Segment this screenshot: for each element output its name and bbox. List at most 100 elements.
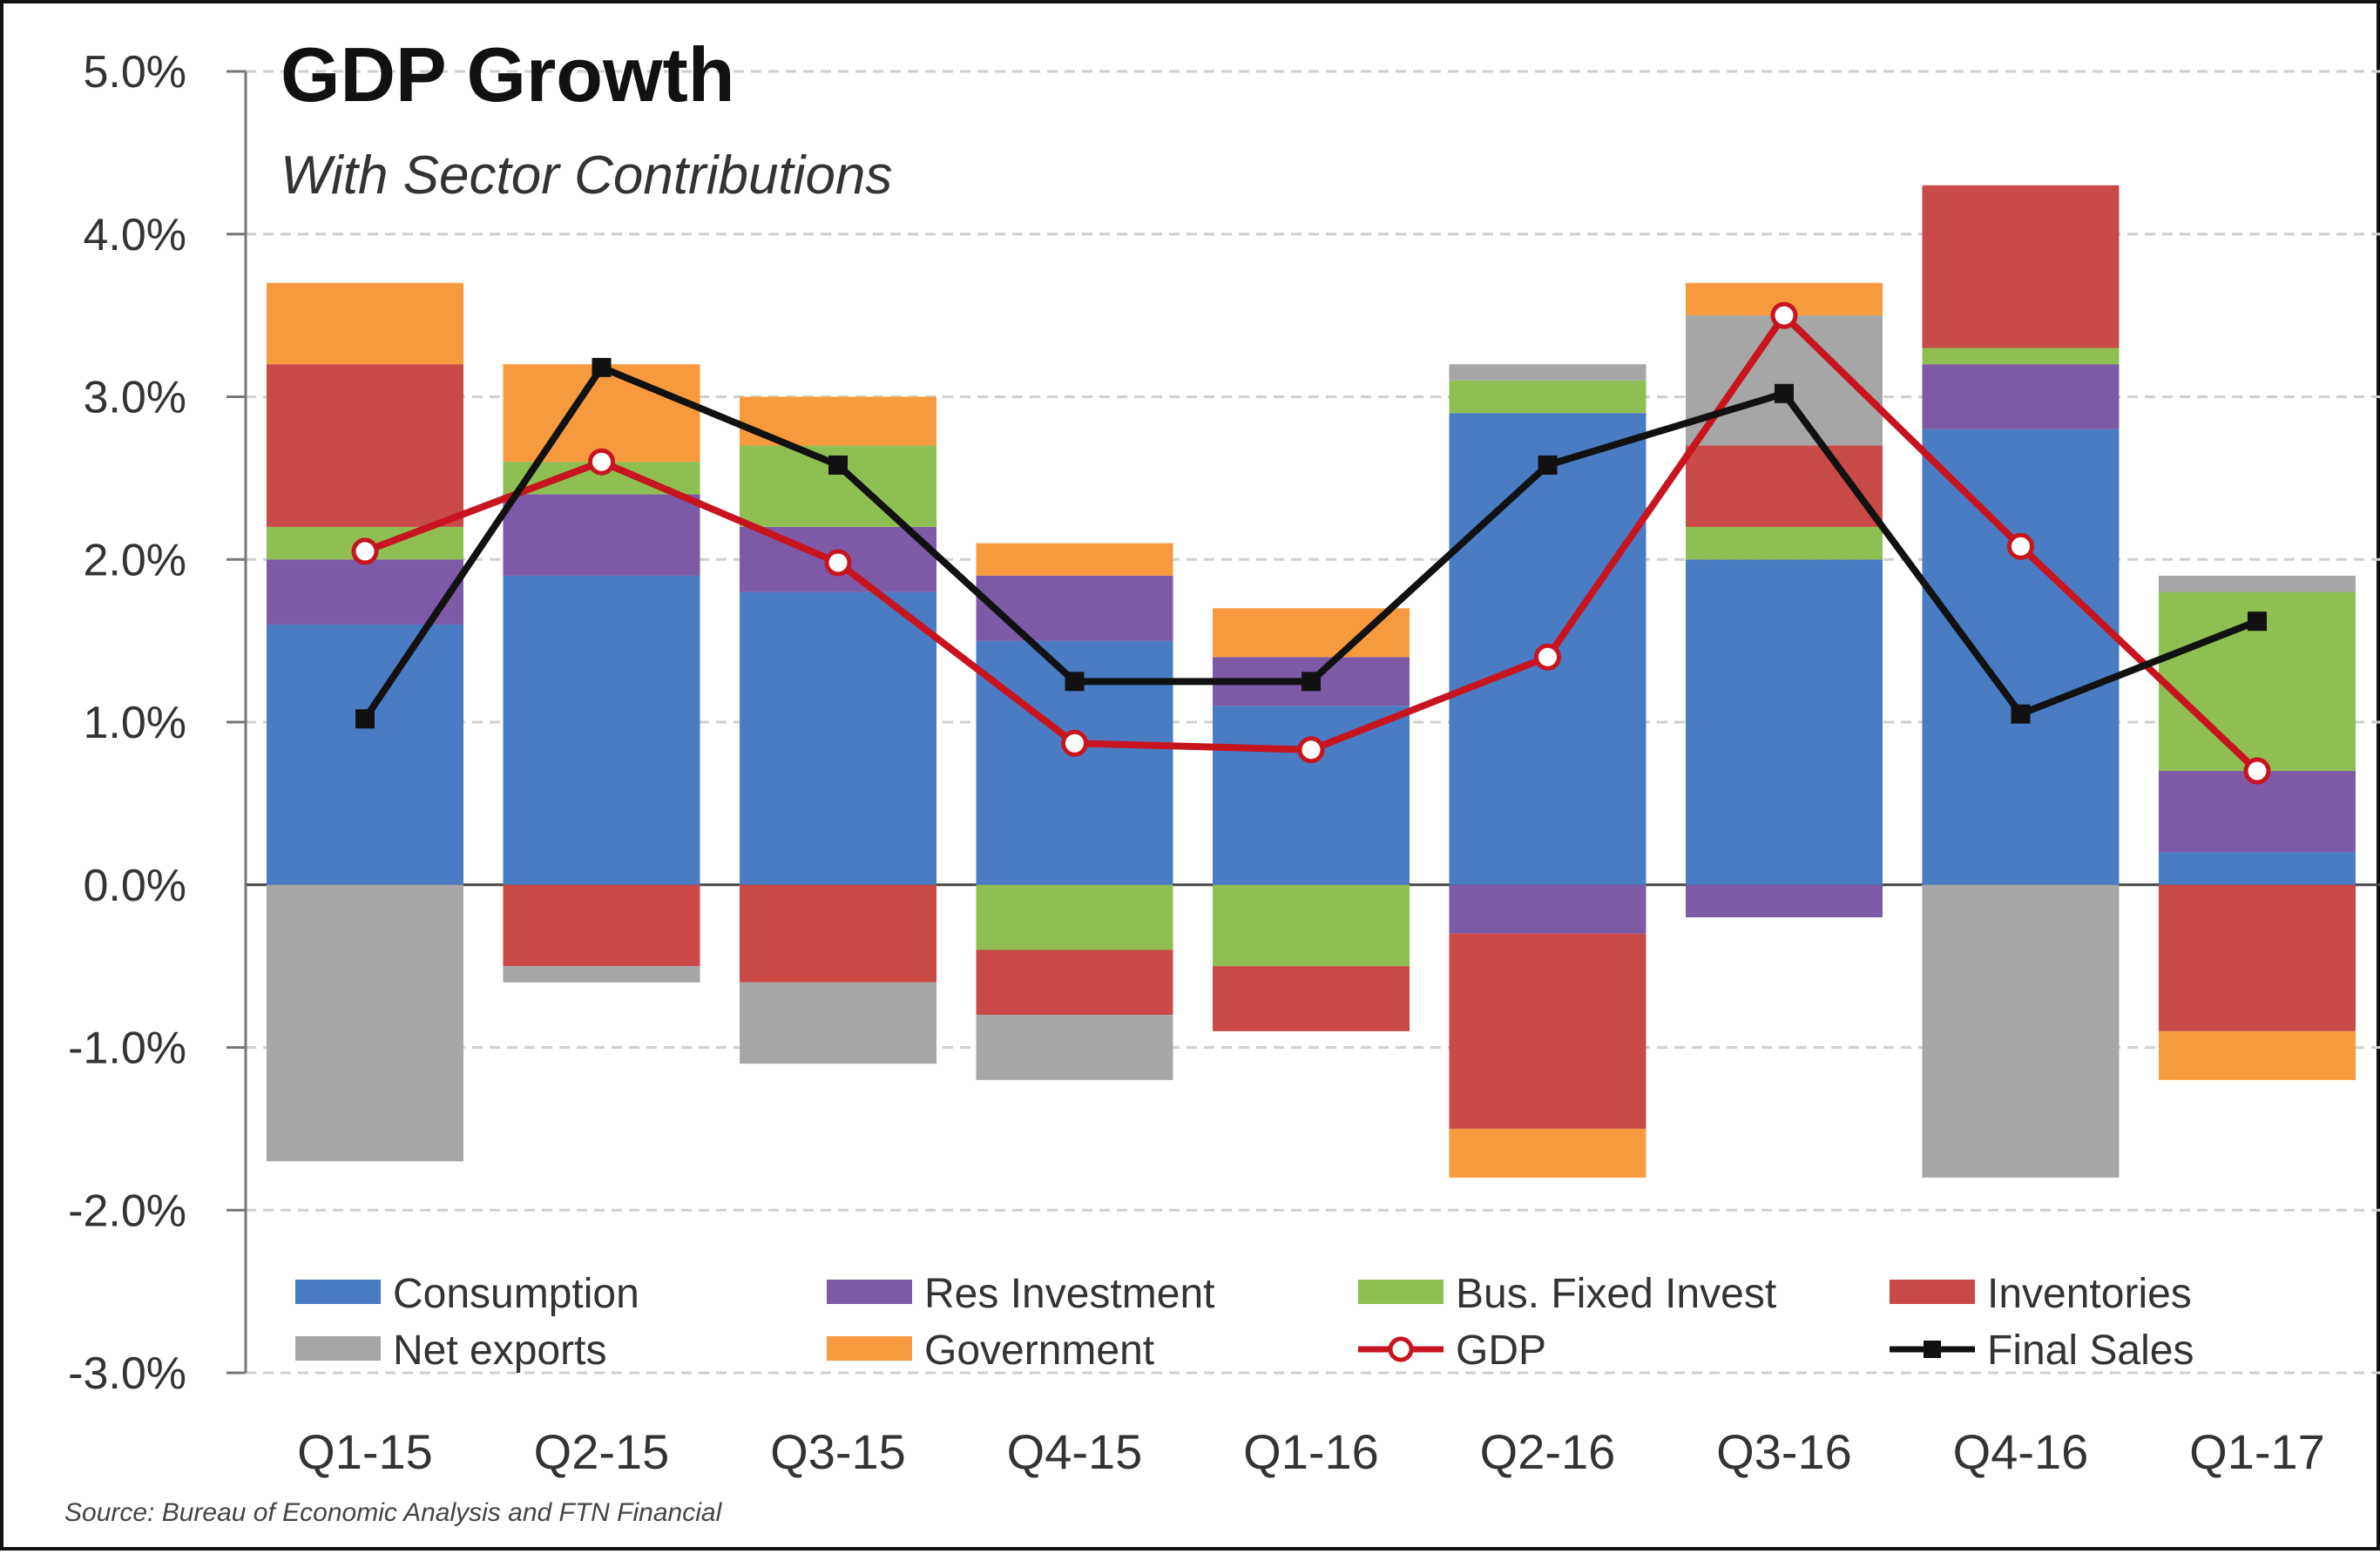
gdp-point <box>1061 729 1088 757</box>
gdp-growth-chart: 5.0%4.0%3.0%2.0%1.0%0.0%-1.0%-2.0%-3.0% … <box>64 31 2380 1527</box>
y-tick-label: -1.0% <box>68 1024 186 1074</box>
bar-segment <box>1449 884 1646 934</box>
bar-segment <box>503 575 700 885</box>
legend-swatch-res-investment <box>827 1280 912 1304</box>
y-tick-label: 1.0% <box>83 698 186 748</box>
x-tick-label: Q3-16 <box>1716 1424 1852 1479</box>
bar-segment <box>267 559 463 625</box>
bar-segment <box>976 884 1173 950</box>
bar-segment <box>1213 608 1410 658</box>
bar-segment <box>740 982 936 1064</box>
y-tick-labels: 5.0% 4.0% 3.0% 2.0% 1.0% 0.0% -1.0% -2.0% -3.0% <box>68 47 186 1399</box>
x-tick-label: Q3-15 <box>770 1424 906 1479</box>
bar-segment <box>1922 348 2120 365</box>
gdp-point <box>588 448 615 476</box>
bar-segment <box>1922 429 2120 885</box>
bar-segment <box>2159 771 2356 853</box>
bar-segment <box>267 364 463 527</box>
legend-label-final-sales: Final Sales <box>1987 1328 2194 1374</box>
final-sales-point <box>2248 611 2267 632</box>
y-tick-label: -3.0% <box>68 1348 186 1399</box>
gdp-point <box>1297 736 1325 764</box>
bar-segment <box>1449 380 1646 414</box>
legend-swatch-government <box>827 1336 912 1361</box>
x-tick-label: Q4-15 <box>1007 1424 1143 1479</box>
final-sales-point <box>1538 455 1558 475</box>
bar-segment <box>1449 1128 1646 1178</box>
x-tick-label: Q1-15 <box>297 1424 433 1479</box>
bar-segment <box>976 575 1173 641</box>
legend-swatch-inventories <box>1890 1280 1975 1304</box>
bar-segment <box>976 543 1173 576</box>
bar-segment <box>503 364 700 463</box>
final-sales-point <box>828 455 848 475</box>
legend-marker-gdp <box>1388 1336 1414 1362</box>
legend-label-gdp: GDP <box>1456 1328 1546 1374</box>
bar-segment <box>2159 1030 2356 1080</box>
source-note: Source: Bureau of Economic Analysis and … <box>64 1498 723 1527</box>
bar-segment <box>503 966 700 983</box>
x-tick-label: Q4-16 <box>1953 1424 2089 1479</box>
legend: Consumption Res Investment Bus. Fixed Inve… <box>295 1271 2194 1374</box>
legend-swatch-net-exports <box>295 1336 381 1361</box>
y-tick-label: 2.0% <box>83 535 186 585</box>
y-tick-label: 5.0% <box>83 47 186 98</box>
legend-label-inventories: Inventories <box>1987 1271 2192 1317</box>
x-tick-label: Q2-16 <box>1480 1424 1616 1479</box>
bar-segment <box>267 282 463 365</box>
x-tick-labels: Q1-15 Q2-15 Q3-15 Q4-15 Q1-16 Q2-16 Q3-16 Q4-16… <box>297 1424 2325 1479</box>
gdp-point <box>2007 532 2034 560</box>
y-tick-label: 4.0% <box>83 210 186 260</box>
bar-stacks <box>267 185 2356 1178</box>
bar-segment <box>1686 559 1883 885</box>
bar-segment <box>503 494 700 576</box>
y-tick-label: 0.0% <box>83 861 186 911</box>
y-tick-label: -2.0% <box>68 1186 186 1236</box>
legend-label-government: Government <box>924 1328 1154 1374</box>
legend-label-res-investment: Res Investment <box>924 1271 1214 1317</box>
bar-segment <box>1686 884 1883 918</box>
x-tick-label: Q1-17 <box>2189 1424 2325 1479</box>
chart-subtitle: With Sector Contributions <box>281 145 892 206</box>
legend-label-bus-fixed-invest: Bus. Fixed Invest <box>1456 1271 1776 1317</box>
bar-segment <box>1922 884 2120 1178</box>
legend-label-consumption: Consumption <box>393 1271 639 1317</box>
legend-swatch-bus-fixed-invest <box>1358 1280 1444 1304</box>
line-series <box>351 301 2271 785</box>
x-tick-label: Q1-16 <box>1243 1424 1379 1479</box>
bar-segment <box>1449 933 1646 1129</box>
y-tick-label: 3.0% <box>83 373 186 423</box>
final-sales-point <box>1302 672 1321 692</box>
final-sales-point <box>1065 672 1085 692</box>
bar-segment <box>1213 966 1410 1031</box>
gdp-point <box>2243 757 2271 785</box>
legend-marker-final-sales <box>1924 1341 1941 1358</box>
bar-segment <box>267 624 463 885</box>
bar-segment <box>2159 575 2356 592</box>
bar-segment <box>740 591 936 885</box>
bar-segment <box>976 949 1173 1016</box>
bar-segment <box>1213 706 1410 885</box>
bar-segment <box>1922 364 2120 429</box>
gdp-point <box>351 537 379 565</box>
gdp-point <box>1534 643 1561 671</box>
chart-title: GDP Growth <box>281 31 735 118</box>
final-sales-point <box>1775 383 1794 403</box>
bar-segment <box>1686 526 1883 560</box>
x-tick-label: Q2-15 <box>534 1424 670 1479</box>
final-sales-point <box>2011 704 2031 724</box>
bar-segment <box>740 884 936 983</box>
gdp-point <box>824 549 852 577</box>
bar-segment <box>976 1015 1173 1080</box>
bar-segment <box>1213 884 1410 967</box>
bar-segment <box>267 884 463 1162</box>
bar-segment <box>1449 364 1646 381</box>
bar-segment <box>2159 852 2356 885</box>
gdp-point <box>1770 301 1798 329</box>
legend-label-net-exports: Net exports <box>393 1328 606 1374</box>
final-sales-point <box>592 357 612 377</box>
final-sales-point <box>355 709 375 729</box>
bar-segment <box>2159 884 2356 1031</box>
bar-segment <box>503 884 700 967</box>
